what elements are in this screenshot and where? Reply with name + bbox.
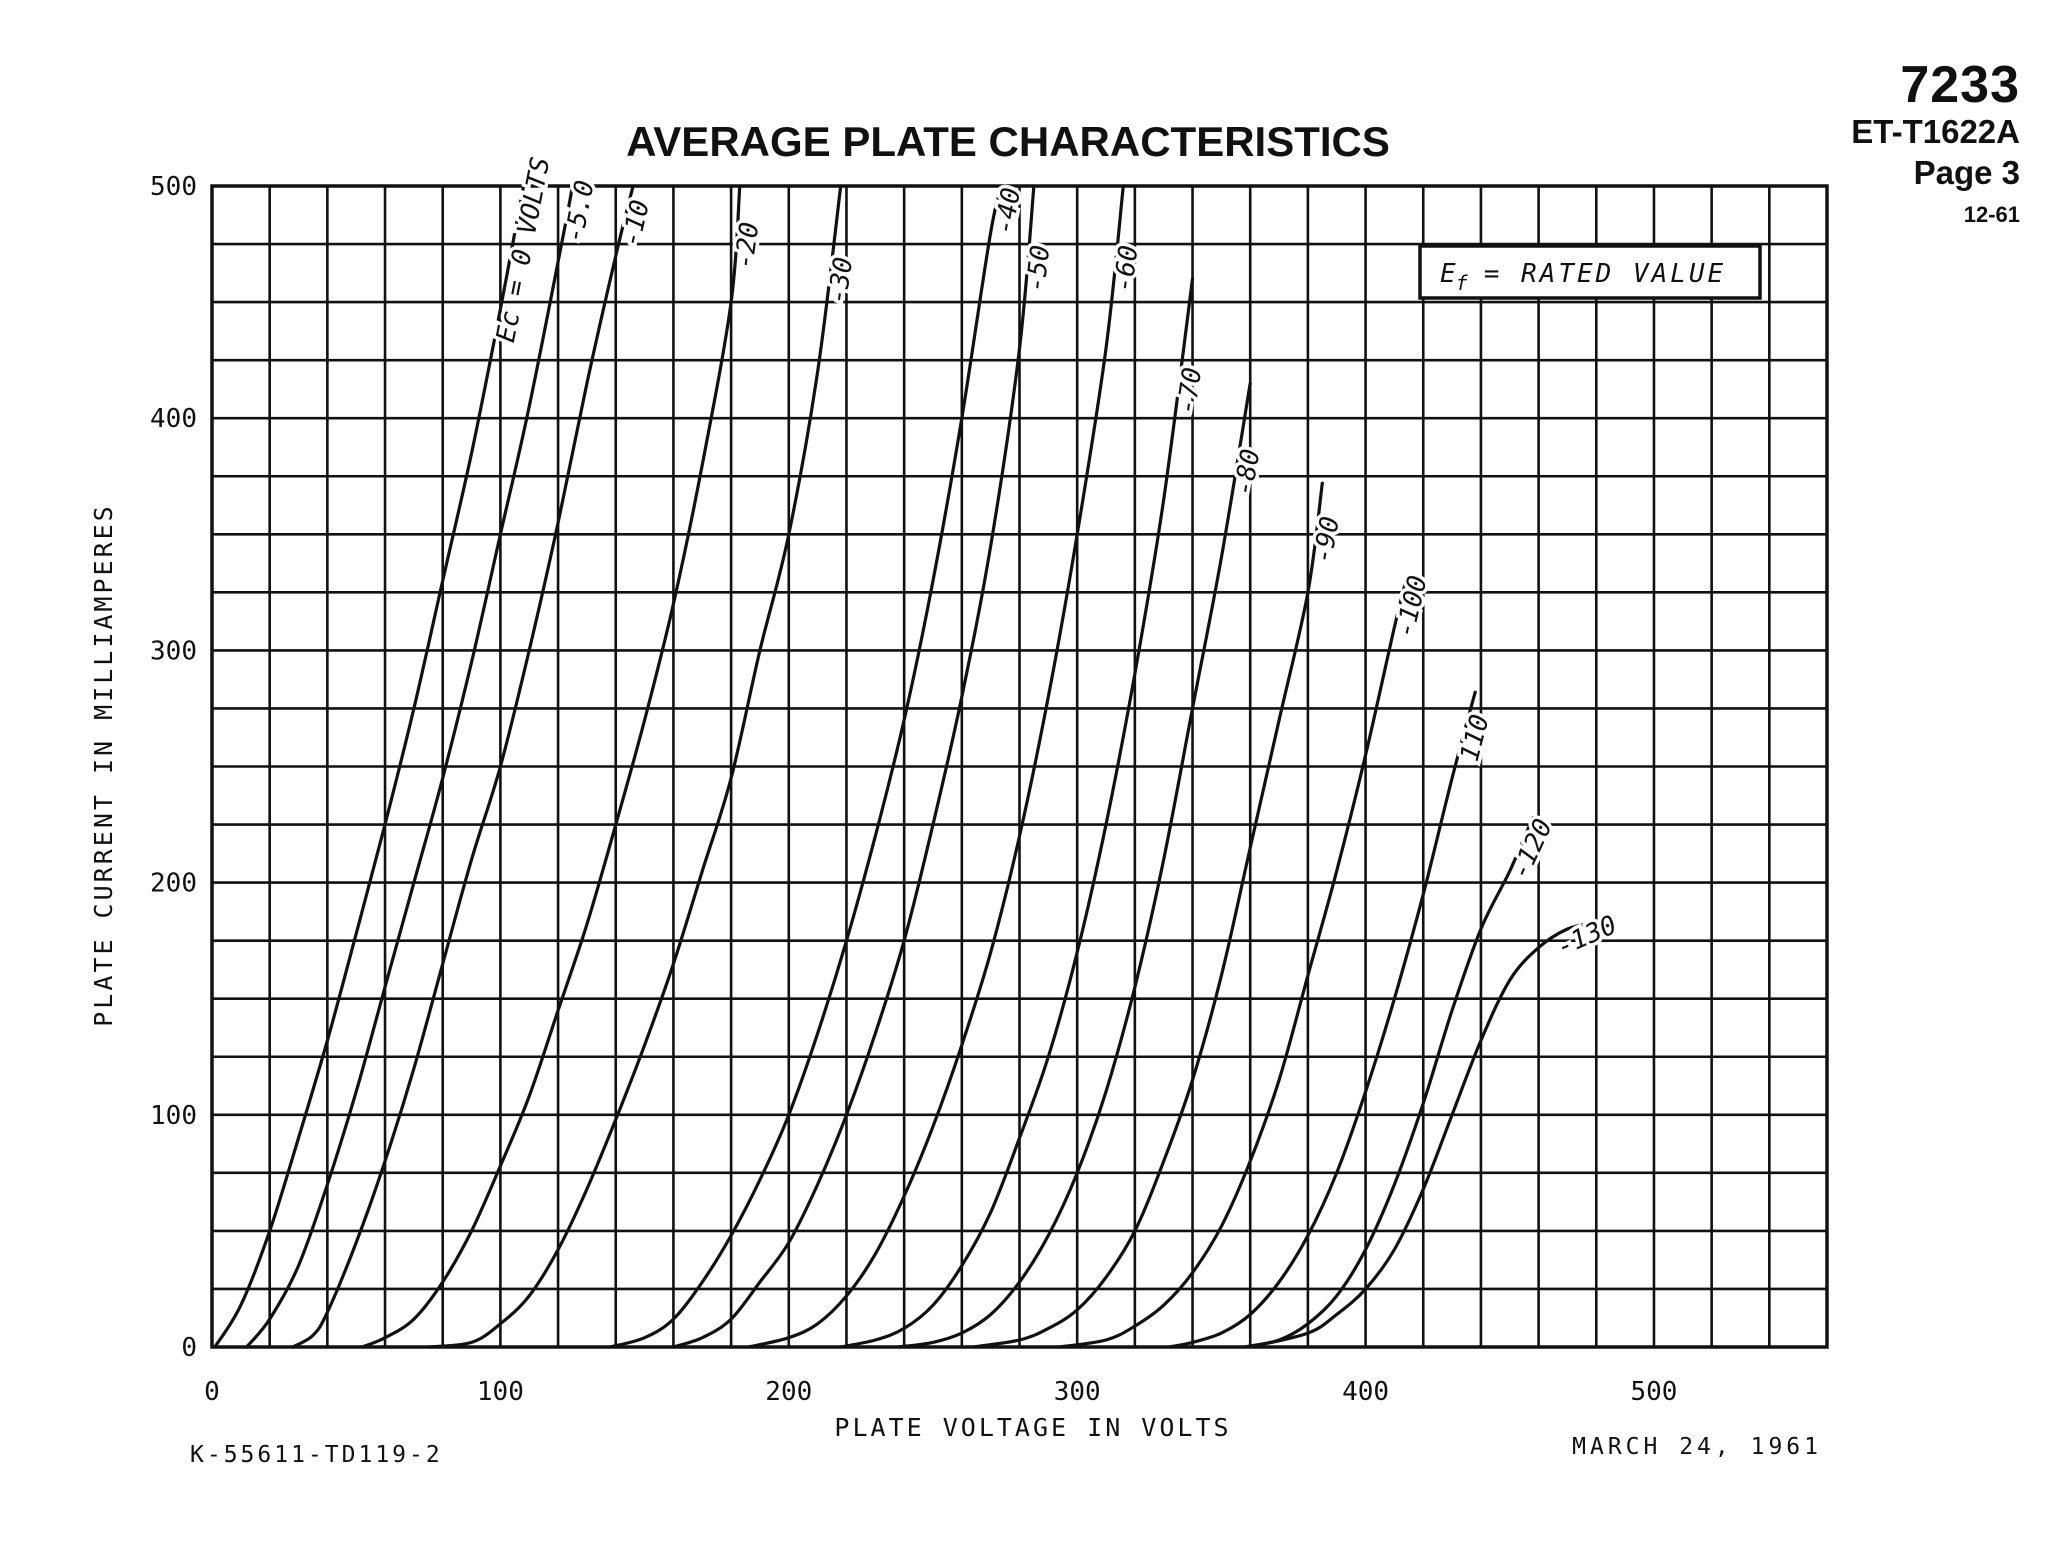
x-axis-title: PLATE VOLTAGE IN VOLTS — [834, 1413, 1231, 1442]
curve-label: -50 — [1021, 244, 1056, 294]
tube-type-number: 7233 — [1900, 56, 2020, 114]
curve-grid-bias-7 — [746, 184, 1125, 1349]
curves — [213, 184, 1598, 1349]
x-tick-label: 500 — [1630, 1377, 1677, 1407]
curve-label: -40 — [989, 186, 1027, 237]
x-tick-label: 100 — [477, 1377, 524, 1407]
y-tick-label: 0 — [181, 1333, 197, 1363]
curve-grid-bias-4 — [426, 184, 843, 1349]
curve-grid-bias-11 — [1058, 579, 1408, 1349]
y-tick-label: 300 — [150, 636, 197, 666]
bulletin-number: ET-T1622A — [1851, 113, 2020, 150]
y-tick-label: 500 — [150, 172, 197, 202]
plot-frame — [210, 184, 1829, 1349]
x-tick-label: 0 — [204, 1377, 220, 1407]
curve-grid-bias-6 — [671, 184, 1036, 1349]
curve-grid-bias-2 — [291, 184, 635, 1349]
x-tick-label: 400 — [1342, 1377, 1389, 1407]
curve-label: -60 — [1109, 244, 1145, 294]
filament-voltage-subscript: f — [1456, 271, 1469, 295]
curve-label: -130 — [1552, 910, 1621, 963]
curve-label: -20 — [729, 220, 765, 271]
x-tick-label: 300 — [1054, 1377, 1101, 1407]
drawing-number: K-55611-TD119-2 — [190, 1442, 443, 1468]
curve-label: -80 — [1229, 447, 1267, 499]
y-tick-label: 200 — [150, 869, 197, 899]
rated-value-box: Ef = RATED VALUE — [1418, 244, 1762, 300]
curve-grid-bias-12 — [1167, 690, 1477, 1349]
curve-label: 110 — [1455, 712, 1496, 765]
revision-code: 12-61 — [1963, 202, 2020, 227]
curve-grid-bias-10 — [971, 481, 1324, 1349]
tick-labels: 0 100 200 300 400 500 0 100 200 300 400 500 — [150, 172, 1677, 1407]
y-axis-title: PLATE CURRENT IN MILLIAMPERES — [89, 503, 118, 1027]
curve-label: -70 — [1172, 366, 1208, 417]
curve-label: -100 — [1390, 573, 1433, 641]
curve-label: -30 — [823, 255, 860, 306]
curve-label: -10 — [616, 197, 656, 250]
drawing-date: MARCH 24, 1961 — [1572, 1434, 1822, 1460]
curve-grid-bias-14 — [1248, 920, 1598, 1349]
filament-voltage-symbol: E — [1440, 259, 1456, 289]
curve-grid-bias-13 — [1242, 816, 1535, 1349]
svg-text:Ef= RATED VALUE: Ef = RATED VALUE — [1440, 259, 1726, 295]
y-tick-label: 100 — [150, 1101, 197, 1131]
curve-grid-bias-8 — [839, 277, 1195, 1349]
curve-grid-bias-9 — [896, 381, 1252, 1349]
y-tick-label: 400 — [150, 404, 197, 434]
page-number: Page 3 — [1913, 154, 2020, 191]
curve-grid-bias-5 — [608, 184, 1004, 1349]
x-tick-label: 200 — [765, 1377, 812, 1407]
curve-grid-bias-3 — [360, 184, 742, 1349]
chart-title: AVERAGE PLATE CHARACTERISTICS — [626, 118, 1390, 165]
curve-grid-bias-1 — [245, 184, 575, 1349]
curve-label: -90 — [1308, 514, 1346, 566]
curve-label: -5.0 — [559, 178, 600, 245]
curve-grid-bias-0 — [213, 184, 526, 1349]
grid — [212, 186, 1827, 1347]
filament-voltage-text: = RATED VALUE — [1484, 259, 1727, 289]
